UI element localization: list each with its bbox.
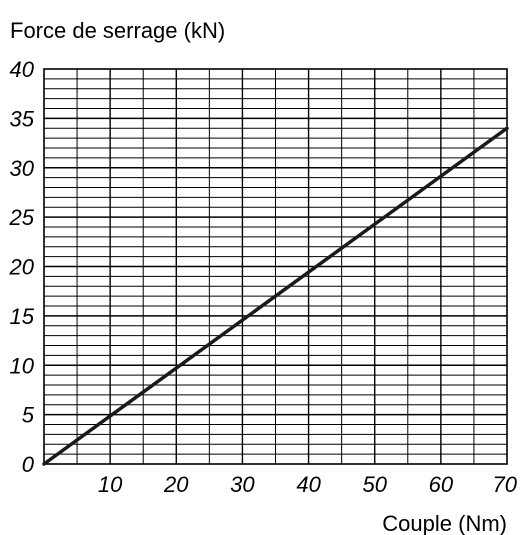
y-tick-label: 25	[9, 205, 35, 230]
grid	[43, 68, 508, 465]
y-tick-label: 15	[10, 304, 35, 329]
y-tick-label: 5	[22, 403, 35, 428]
y-tick-label: 35	[10, 106, 35, 131]
y-tick-labels: 0 5 10 15 20 25 30 35 40	[9, 57, 35, 477]
plot-frame	[43, 68, 508, 465]
y-tick-label: 40	[10, 57, 35, 82]
x-tick-label: 70	[493, 472, 518, 497]
x-tick-label: 10	[98, 472, 123, 497]
y-tick-label: 20	[9, 255, 35, 280]
y-axis-title: Force de serrage (kN)	[10, 18, 225, 43]
x-tick-label: 60	[429, 472, 454, 497]
x-tick-labels: 10 20 30 40 50 60 70	[98, 472, 518, 497]
y-tick-label: 0	[22, 452, 35, 477]
x-tick-label: 40	[296, 472, 321, 497]
x-tick-label: 30	[230, 472, 255, 497]
x-tick-label: 50	[362, 472, 387, 497]
x-tick-label: 20	[163, 472, 189, 497]
series-layer	[42, 126, 509, 466]
series-line-0	[42, 126, 509, 466]
x-axis-title: Couple (Nm)	[382, 511, 507, 535]
y-tick-label: 30	[10, 156, 35, 181]
y-tick-label: 10	[10, 353, 35, 378]
